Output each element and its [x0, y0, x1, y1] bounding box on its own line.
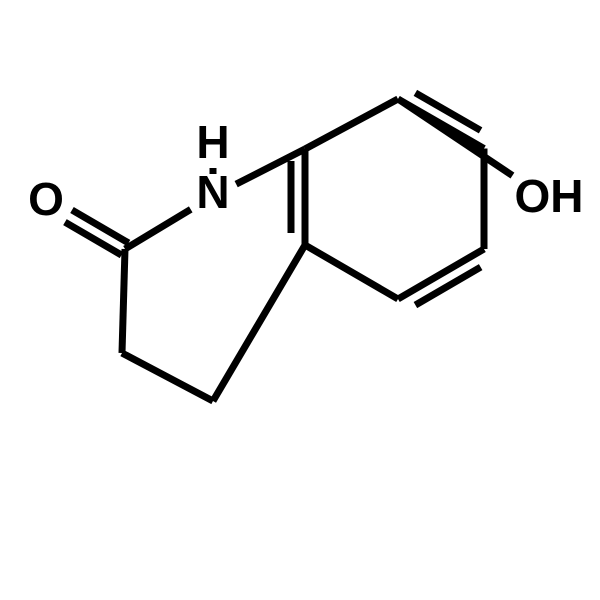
- atom-label-o_carbonyl: O: [28, 173, 64, 225]
- molecule-diagram: OHNOH: [0, 0, 600, 600]
- atom-label-n: N: [196, 166, 229, 218]
- atom-label-n_h: H: [196, 116, 229, 168]
- atom-label-oh: OH: [515, 170, 584, 222]
